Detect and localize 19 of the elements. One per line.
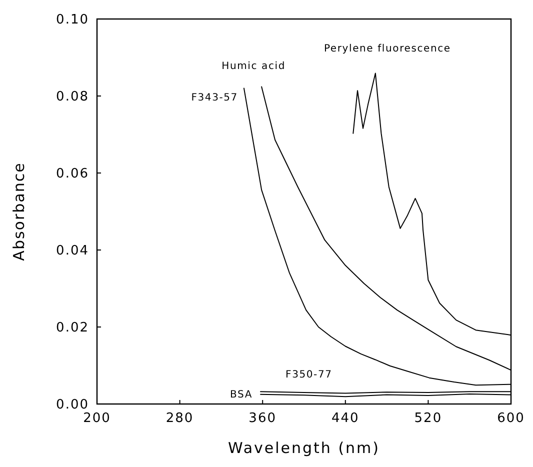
y-tick-label: 0.06 bbox=[56, 166, 89, 182]
x-axis-title: Wavelength (nm) bbox=[228, 439, 380, 457]
x-tick-label: 360 bbox=[248, 411, 277, 426]
series-label: F350-77 bbox=[286, 370, 332, 381]
x-tick-label: 600 bbox=[497, 411, 525, 426]
y-axis-title: Absorbance bbox=[10, 162, 28, 261]
y-tick-label: 0.00 bbox=[56, 398, 89, 412]
x-tick-label: 520 bbox=[414, 411, 442, 426]
series-label: BSA bbox=[230, 389, 253, 400]
x-tick-label: 440 bbox=[331, 411, 360, 426]
x-tick-label: 200 bbox=[83, 411, 111, 426]
y-tick-label: 0.10 bbox=[56, 12, 89, 28]
x-tick-label: 280 bbox=[166, 411, 194, 426]
y-tick-label: 0.04 bbox=[56, 244, 89, 258]
text: Humic acid bbox=[222, 60, 286, 72]
text: Perylene fluorescence bbox=[324, 43, 451, 54]
y-tick-label: 0.02 bbox=[56, 320, 89, 336]
y-tick-label: 0.08 bbox=[56, 90, 89, 104]
series-label: F343-57 bbox=[191, 92, 238, 104]
